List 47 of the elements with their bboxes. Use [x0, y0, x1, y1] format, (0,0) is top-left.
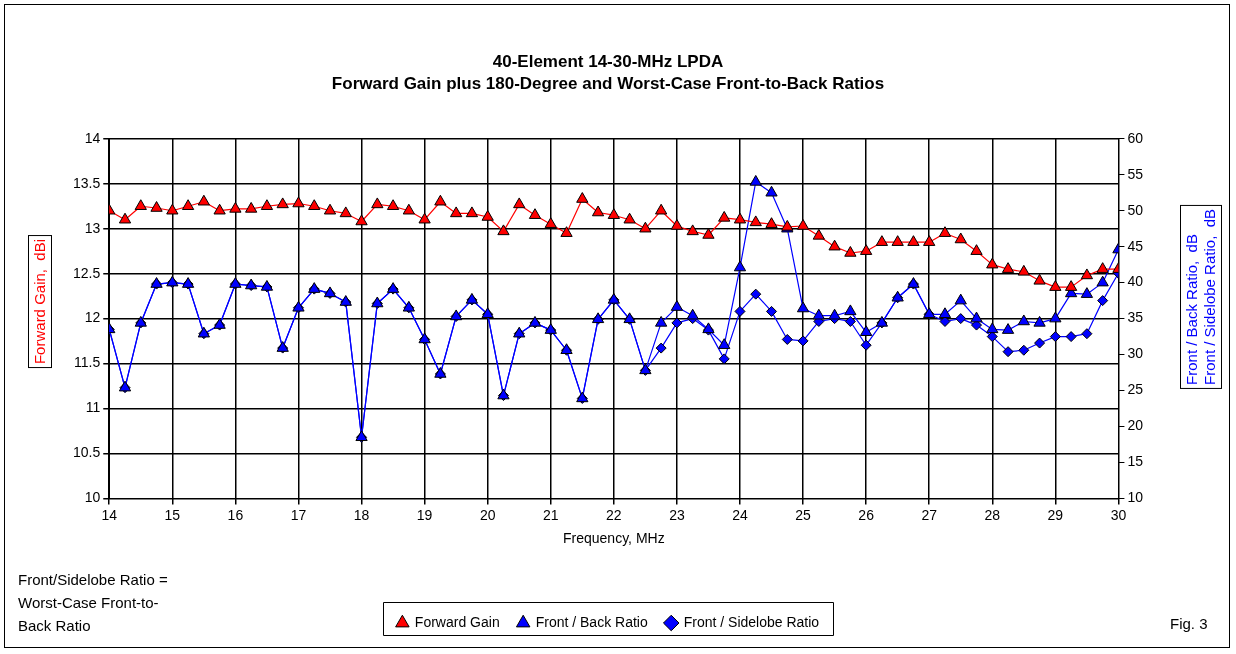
y-tick-label: 11.5 — [74, 354, 101, 371]
x-tick-label: 15 — [164, 506, 181, 523]
y2-tick-label: 30 — [1127, 345, 1144, 362]
y2-tick-label: 60 — [1127, 129, 1144, 146]
x-tick-label: 14 — [101, 506, 118, 523]
text: Front/Sidelobe Ratio = Worst-Case Front-to-Back Ratio — [18, 570, 168, 636]
y-tick-label: 13 — [84, 219, 101, 236]
x-tick-label: 20 — [479, 506, 496, 523]
y2-tick-label: 50 — [1127, 201, 1144, 218]
x-tick-label: 29 — [1047, 506, 1064, 523]
y-tick-label: 12.5 — [73, 264, 101, 281]
y2-tick-label: 55 — [1127, 165, 1144, 182]
y2-tick-label: 35 — [1127, 309, 1144, 326]
x-tick-label: 27 — [921, 506, 938, 523]
y2-tick-label: 20 — [1127, 417, 1144, 434]
y2-tick-label: 15 — [1127, 453, 1144, 470]
x-tick-label: 26 — [858, 506, 875, 523]
y-axis-title: Forward Gain, dBi — [28, 235, 52, 369]
caption: Fig. 3 — [1170, 614, 1208, 634]
y-tick-label: 13.5 — [73, 174, 101, 191]
y-tick-label: 10.5 — [73, 444, 101, 461]
x-tick-label: 22 — [606, 506, 622, 523]
x-tick-label: 16 — [227, 506, 244, 523]
legend-label: Front / Sidelobe Ratio — [683, 613, 820, 630]
x-tick-label: 28 — [984, 506, 1001, 523]
x-tick-label: 23 — [669, 506, 685, 523]
x-tick-label: 24 — [732, 506, 748, 523]
chart-title: 40-Element 14-30-MHz LPDA — [492, 51, 724, 71]
y2-axis-title: Front / Back Ratio, dB Front / Sidelobe Ratio, dB — [1180, 205, 1222, 389]
x-axis-title: Frequency, MHz — [563, 530, 665, 547]
y2-tick-label: 45 — [1127, 237, 1144, 254]
legend-label: Forward Gain — [414, 613, 500, 630]
y2-tick-label: 10 — [1127, 489, 1144, 506]
y-tick-label: 14 — [84, 129, 101, 146]
legend-label: Front / Back Ratio — [535, 613, 648, 630]
x-tick-label: 19 — [416, 506, 433, 523]
y-tick-label: 11 — [85, 399, 101, 416]
x-tick-label: 25 — [795, 506, 812, 523]
x-tick-label: 30 — [1110, 506, 1127, 523]
y2-tick-label: 40 — [1127, 273, 1144, 290]
y2-tick-label: 25 — [1127, 381, 1144, 398]
x-tick-label: 17 — [290, 506, 307, 523]
y-tick-label: 12 — [84, 309, 101, 326]
y-tick-label: 10 — [84, 489, 101, 506]
x-tick-label: 18 — [353, 506, 370, 523]
x-tick-label: 21 — [542, 506, 559, 523]
chart-subtitle: Forward Gain plus 180-Degree and Worst-Case Front-to-Back Ratios — [331, 74, 885, 94]
